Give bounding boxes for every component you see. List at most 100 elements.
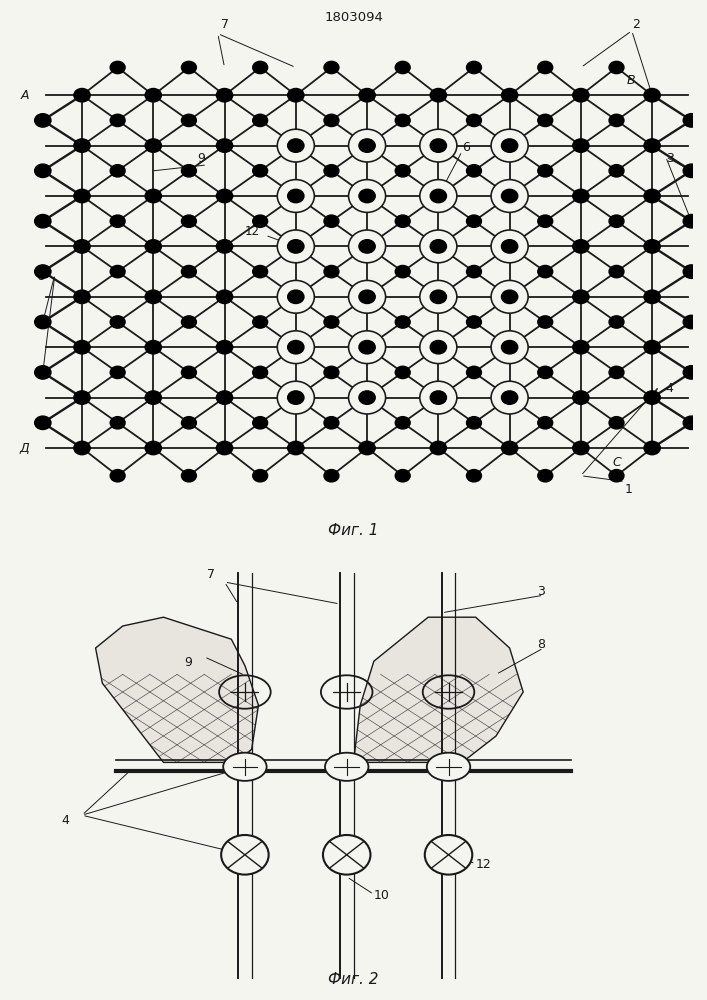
Circle shape <box>430 441 447 455</box>
Circle shape <box>145 189 161 203</box>
Circle shape <box>501 340 518 354</box>
Text: 4: 4 <box>666 382 674 395</box>
Circle shape <box>182 366 197 379</box>
Circle shape <box>432 241 445 251</box>
Circle shape <box>432 292 445 302</box>
Circle shape <box>35 366 51 379</box>
Circle shape <box>252 265 268 278</box>
Circle shape <box>74 139 90 152</box>
Text: 3: 3 <box>537 585 544 598</box>
Circle shape <box>110 61 125 74</box>
Ellipse shape <box>420 331 457 364</box>
Circle shape <box>644 139 660 152</box>
Text: Фиг. 1: Фиг. 1 <box>328 523 379 538</box>
Circle shape <box>290 191 302 201</box>
Circle shape <box>573 240 589 253</box>
Circle shape <box>252 417 268 429</box>
Circle shape <box>145 441 161 455</box>
Circle shape <box>538 316 553 328</box>
Circle shape <box>110 165 125 177</box>
Ellipse shape <box>221 835 269 875</box>
Ellipse shape <box>349 180 385 212</box>
Circle shape <box>361 292 373 302</box>
Circle shape <box>74 240 90 253</box>
Circle shape <box>216 290 233 304</box>
Circle shape <box>573 290 589 304</box>
Circle shape <box>324 316 339 328</box>
Circle shape <box>644 340 660 354</box>
Circle shape <box>35 214 51 228</box>
Circle shape <box>288 340 304 354</box>
Ellipse shape <box>491 381 528 414</box>
Text: 2: 2 <box>632 18 640 31</box>
Circle shape <box>467 215 481 227</box>
Circle shape <box>145 139 161 152</box>
Circle shape <box>361 141 373 151</box>
Circle shape <box>110 316 125 328</box>
Circle shape <box>430 290 447 304</box>
Circle shape <box>288 139 304 152</box>
Circle shape <box>501 391 518 404</box>
Ellipse shape <box>420 180 457 212</box>
Ellipse shape <box>349 129 385 162</box>
Circle shape <box>538 215 553 227</box>
Ellipse shape <box>323 835 370 875</box>
Circle shape <box>395 366 410 379</box>
Circle shape <box>252 366 268 379</box>
Text: 1803094: 1803094 <box>324 11 383 24</box>
Circle shape <box>609 265 624 278</box>
Circle shape <box>359 88 375 102</box>
Circle shape <box>74 290 90 304</box>
Circle shape <box>683 114 699 127</box>
Circle shape <box>683 416 699 430</box>
Circle shape <box>430 340 447 354</box>
Circle shape <box>145 391 161 404</box>
Ellipse shape <box>277 280 315 313</box>
Text: А: А <box>21 89 29 102</box>
Circle shape <box>683 315 699 329</box>
Circle shape <box>467 61 481 74</box>
Circle shape <box>252 165 268 177</box>
Circle shape <box>216 189 233 203</box>
Circle shape <box>324 114 339 127</box>
Circle shape <box>110 114 125 127</box>
Circle shape <box>361 393 373 403</box>
Circle shape <box>359 189 375 203</box>
Circle shape <box>503 241 515 251</box>
Ellipse shape <box>420 280 457 313</box>
Circle shape <box>644 290 660 304</box>
Circle shape <box>35 416 51 430</box>
Circle shape <box>467 165 481 177</box>
Text: 3: 3 <box>666 152 674 165</box>
Circle shape <box>324 417 339 429</box>
Ellipse shape <box>349 230 385 263</box>
Circle shape <box>288 189 304 203</box>
Circle shape <box>395 417 410 429</box>
Circle shape <box>182 165 197 177</box>
Circle shape <box>430 139 447 152</box>
Circle shape <box>395 215 410 227</box>
Circle shape <box>573 441 589 455</box>
Ellipse shape <box>425 835 472 875</box>
Circle shape <box>427 753 470 781</box>
Circle shape <box>290 141 302 151</box>
Circle shape <box>644 240 660 253</box>
Ellipse shape <box>420 230 457 263</box>
Circle shape <box>110 215 125 227</box>
Circle shape <box>467 470 481 482</box>
Circle shape <box>324 215 339 227</box>
Circle shape <box>74 340 90 354</box>
Circle shape <box>252 114 268 127</box>
Circle shape <box>683 366 699 379</box>
Circle shape <box>432 342 445 352</box>
Circle shape <box>538 417 553 429</box>
Circle shape <box>359 290 375 304</box>
Text: 6: 6 <box>462 141 470 154</box>
Circle shape <box>609 366 624 379</box>
Circle shape <box>182 61 197 74</box>
Text: Фиг. 2: Фиг. 2 <box>328 972 379 987</box>
Circle shape <box>182 316 197 328</box>
Text: 10: 10 <box>374 889 390 902</box>
Circle shape <box>35 164 51 178</box>
Ellipse shape <box>277 230 315 263</box>
